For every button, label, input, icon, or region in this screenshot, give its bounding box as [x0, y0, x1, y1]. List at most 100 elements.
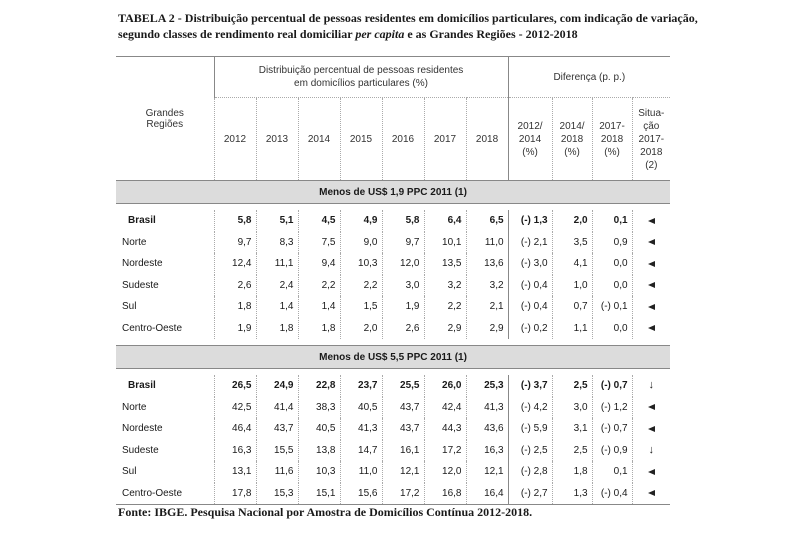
difference-cell: 2,0 — [551, 210, 593, 232]
difference-cell: 0,7 — [551, 296, 593, 318]
table-row: Sudeste 16,3 15,5 13,8 14,7 16,1 17,2 16,3 (-) 2… — [116, 439, 671, 461]
value-cell: 16,1 — [381, 439, 424, 461]
source-note: Fonte: IBGE. Pesquisa Nacional por Amost… — [118, 505, 533, 519]
value-cell: 44,3 — [423, 418, 466, 440]
value-cell: 1,8 — [297, 317, 340, 339]
situation-cell — [631, 231, 671, 253]
title-line-2: segundo classes de rendimento real domic… — [118, 27, 578, 41]
value-cell: 4,5 — [297, 210, 340, 232]
value-cell: 11,0 — [465, 231, 509, 253]
table-row: Centro-Oeste 1,9 1,8 1,8 2,0 2,6 2,9 2,9 (-) 0,2… — [116, 317, 671, 339]
value-cell: 2,2 — [339, 274, 382, 296]
arrow-left-icon — [647, 325, 655, 332]
region-cell: Centro-Oeste — [116, 482, 214, 505]
value-cell: 9,7 — [381, 231, 424, 253]
value-cell: 12,1 — [381, 461, 424, 483]
difference-cell: 0,1 — [591, 210, 633, 232]
value-cell: 5,8 — [381, 210, 424, 232]
difference-cell: (-) 0,1 — [591, 296, 633, 318]
value-cell: 17,2 — [423, 439, 466, 461]
arrow-left-icon — [647, 303, 655, 310]
value-cell: 16,4 — [465, 482, 509, 505]
arrow-left-icon — [647, 425, 655, 432]
value-cell: 2,2 — [297, 274, 340, 296]
year-header: 2012 — [213, 97, 256, 181]
value-cell: 15,5 — [255, 439, 298, 461]
value-cell: 1,9 — [381, 296, 424, 318]
value-cell: 3,2 — [465, 274, 509, 296]
region-cell: Brasil — [128, 215, 156, 227]
value-cell: 2,9 — [465, 317, 509, 339]
value-cell: 12,1 — [465, 461, 509, 483]
arrow-left-icon — [647, 282, 655, 289]
region-cell: Centro-Oeste — [122, 322, 183, 334]
value-cell: 15,1 — [297, 482, 340, 505]
value-cell: 5,1 — [255, 210, 298, 232]
value-cell: 3,2 — [423, 274, 466, 296]
situation-cell — [631, 418, 671, 440]
value-cell: 13,5 — [423, 253, 466, 275]
difference-cell: (-) 2,8 — [507, 461, 553, 483]
title-line-1: TABELA 2 - Distribuição percentual de pe… — [118, 11, 698, 25]
value-cell: 6,5 — [465, 210, 509, 232]
situation-cell — [631, 317, 671, 339]
region-cell: Nordeste — [122, 423, 163, 435]
value-cell: 3,0 — [381, 274, 424, 296]
difference-cell: (-) 1,3 — [507, 210, 553, 232]
value-cell: 17,8 — [213, 482, 256, 505]
difference-cell: 1,3 — [551, 482, 593, 505]
table-row: Centro-Oeste 17,8 15,3 15,1 15,6 17,2 16,8 16,4… — [116, 482, 671, 505]
value-cell: 43,7 — [381, 418, 424, 440]
difference-cell: 2,5 — [551, 375, 593, 397]
table-row: Nordeste 46,4 43,7 40,5 41,3 43,7 44,3 43,6 (-) … — [116, 418, 671, 440]
difference-cell: (-) 2,7 — [507, 482, 553, 505]
year-header: 2018 — [465, 97, 509, 181]
value-cell: 12,0 — [423, 461, 466, 483]
difference-cell: (-) 2,1 — [507, 231, 553, 253]
table-row: Brasil 5,8 5,1 4,5 4,9 5,8 6,4 6,5 (-) 1,3 2,0 0,1 — [116, 210, 671, 232]
situation-cell — [631, 296, 671, 318]
value-cell: 25,5 — [381, 375, 424, 397]
value-cell: 7,5 — [297, 231, 340, 253]
value-cell: 2,1 — [465, 296, 509, 318]
value-cell: 40,5 — [297, 418, 340, 440]
arrow-left-icon — [647, 468, 655, 475]
difference-cell: 4,1 — [551, 253, 593, 275]
difference-cell: (-) 0,7 — [591, 375, 633, 397]
value-cell: 24,9 — [255, 375, 298, 397]
year-header: 2013 — [255, 97, 298, 181]
situation-cell — [631, 253, 671, 275]
table-row: Norte 9,7 8,3 7,5 9,0 9,7 10,1 11,0 (-) 2,1 3,5 0,… — [116, 231, 671, 253]
value-cell: 17,2 — [381, 482, 424, 505]
value-cell: 2,6 — [381, 317, 424, 339]
value-cell: 2,2 — [423, 296, 466, 318]
value-cell: 43,6 — [465, 418, 509, 440]
value-cell: 42,5 — [213, 396, 256, 418]
situation-cell: ↓ — [631, 439, 671, 461]
difference-cell: 0,0 — [591, 317, 633, 339]
value-cell: 2,9 — [423, 317, 466, 339]
arrow-left-icon — [647, 217, 655, 224]
situation-cell — [631, 482, 671, 505]
difference-cell: 0,0 — [591, 274, 633, 296]
value-cell: 41,3 — [465, 396, 509, 418]
value-cell: 12,4 — [213, 253, 256, 275]
difference-cell: 2,5 — [551, 439, 593, 461]
value-cell: 5,8 — [213, 210, 256, 232]
situation-cell — [631, 274, 671, 296]
value-cell: 38,3 — [297, 396, 340, 418]
value-cell: 1,8 — [213, 296, 256, 318]
value-cell: 1,5 — [339, 296, 382, 318]
year-header: 2017 — [423, 97, 466, 181]
difference-cell: 0,0 — [591, 253, 633, 275]
situation-cell — [631, 210, 671, 232]
value-cell: 16,8 — [423, 482, 466, 505]
value-cell: 15,6 — [339, 482, 382, 505]
situation-cell: ↓ — [631, 375, 671, 397]
arrow-left-icon — [647, 490, 655, 497]
value-cell: 1,4 — [255, 296, 298, 318]
value-cell: 2,4 — [255, 274, 298, 296]
year-header: 2014 — [297, 97, 340, 181]
difference-cell: (-) 4,2 — [507, 396, 553, 418]
value-cell: 25,3 — [465, 375, 509, 397]
